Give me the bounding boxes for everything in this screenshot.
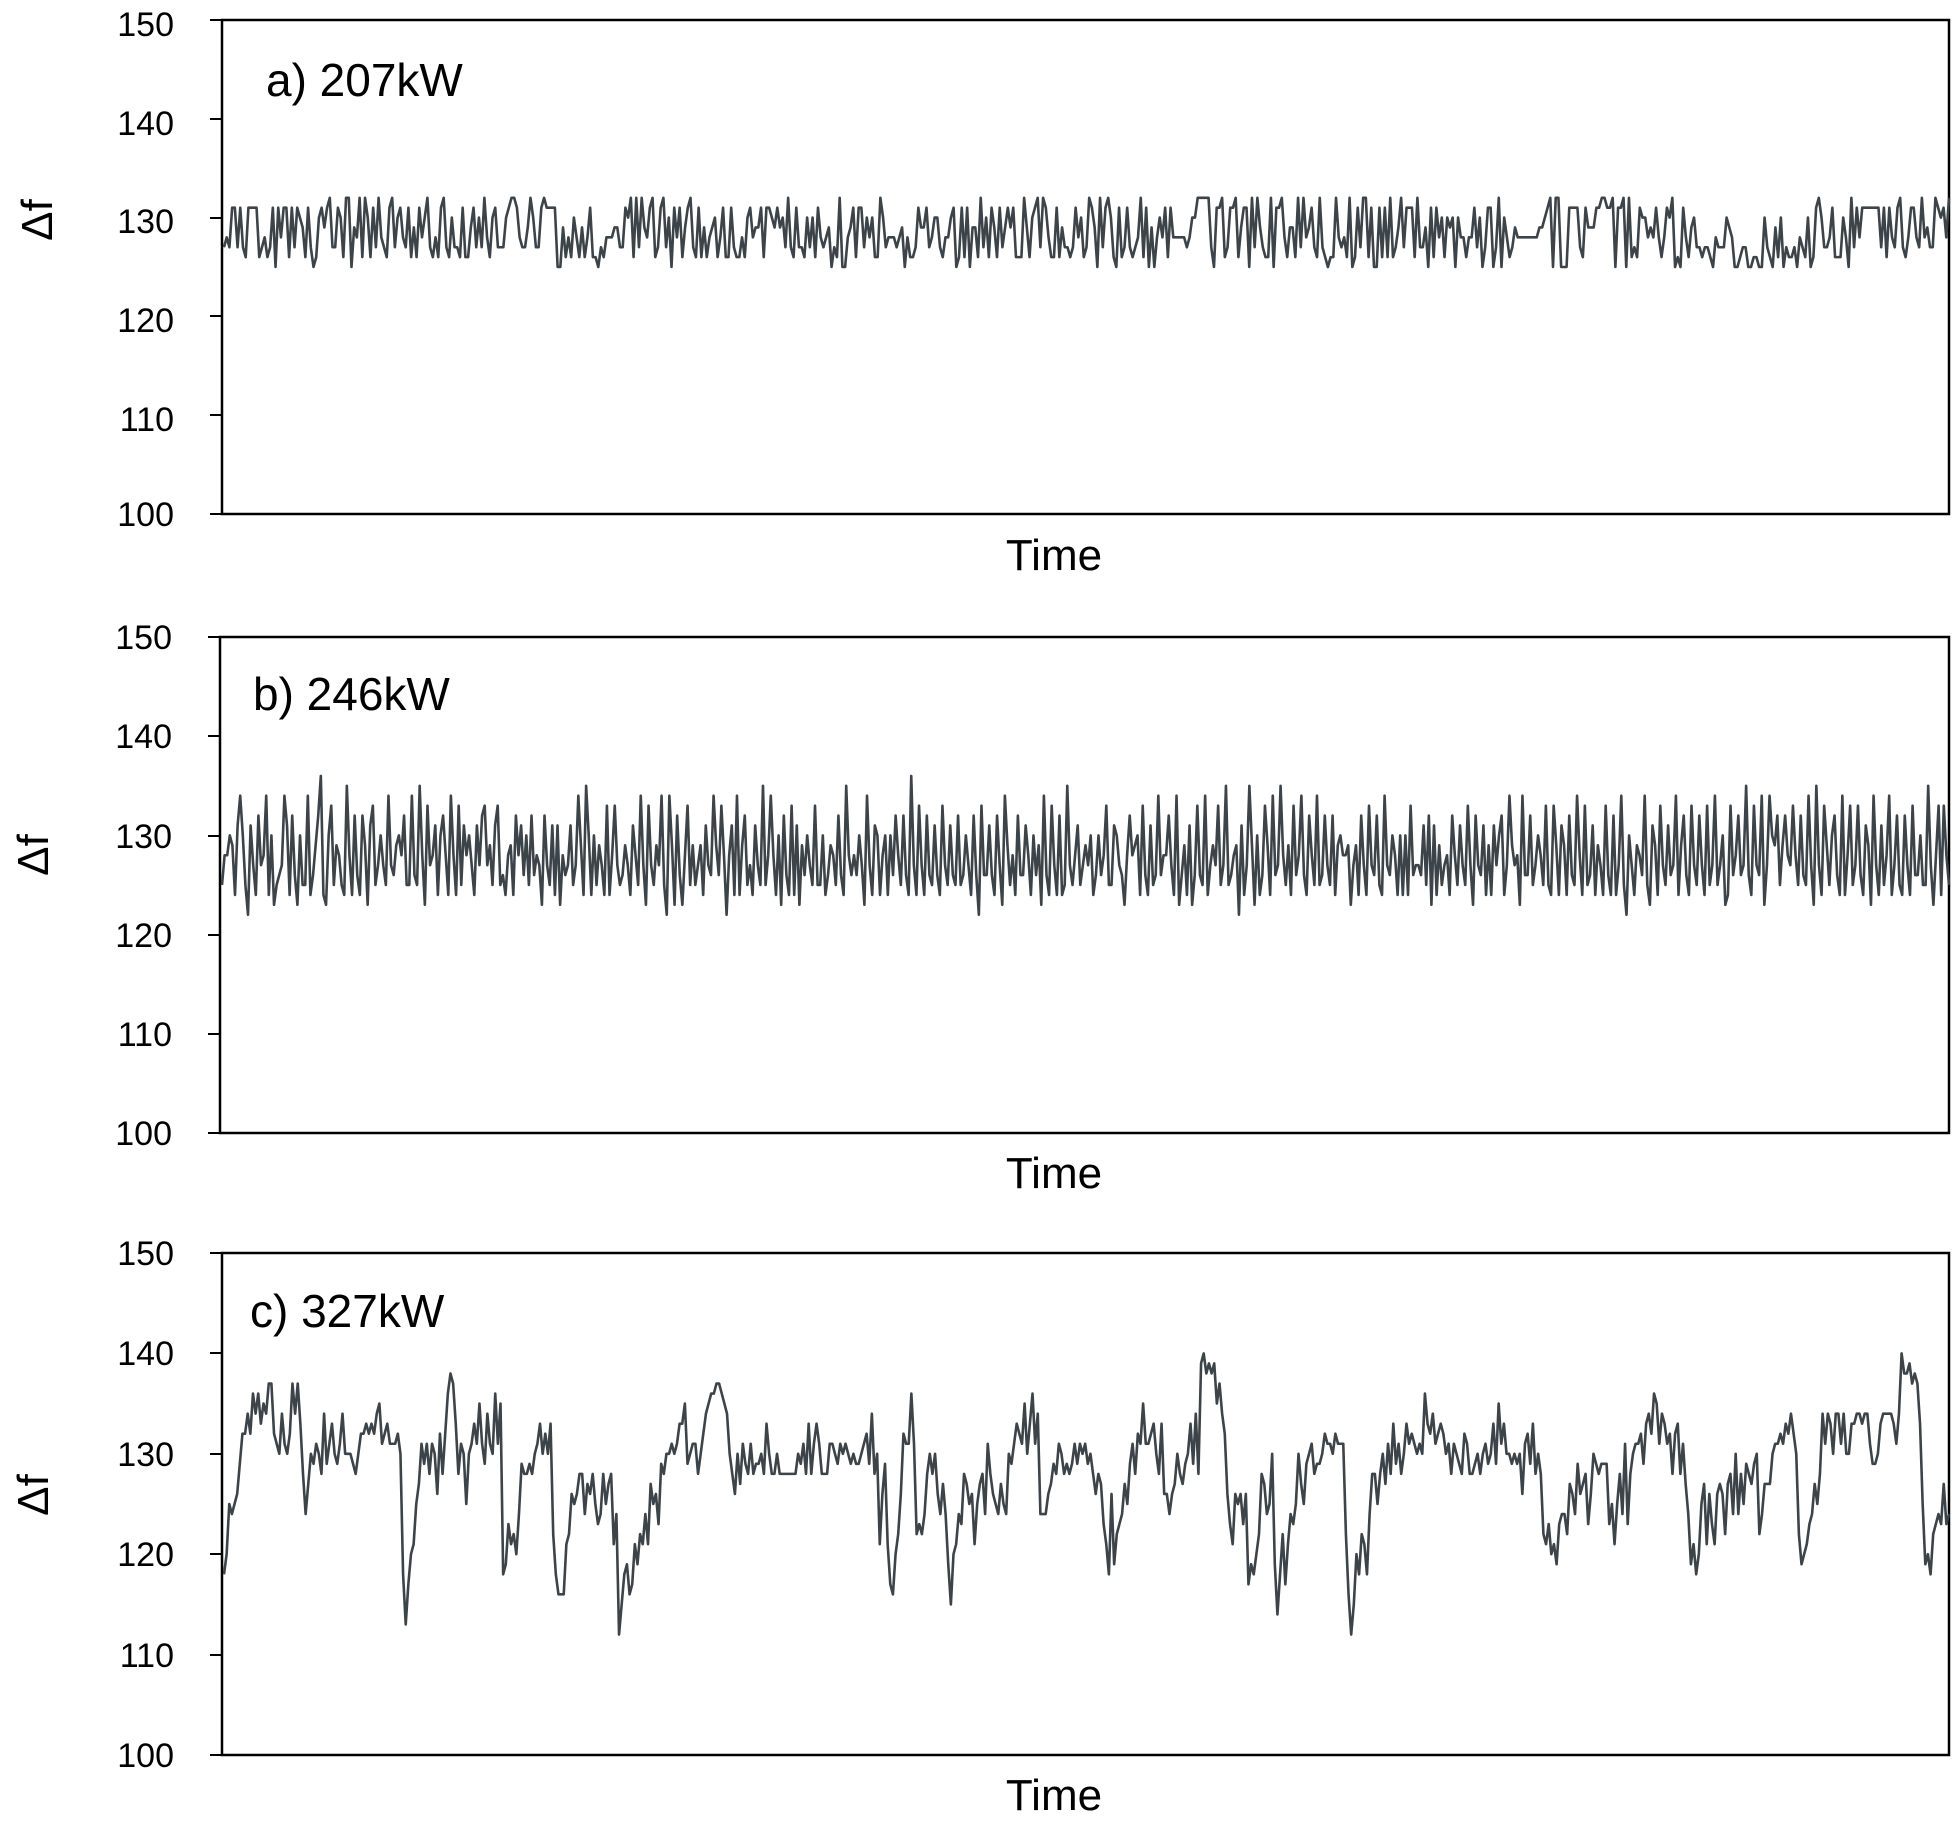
plot-area-frame-a bbox=[220, 18, 1951, 516]
y-axis-title-a: Δf bbox=[13, 198, 62, 240]
y-tick-label-c-130: 130 bbox=[117, 1436, 174, 1474]
panel-label-a: a) 207kW bbox=[266, 54, 463, 106]
y-tick-label-c-120: 120 bbox=[117, 1536, 174, 1574]
y-tick-label-b-150: 150 bbox=[115, 619, 172, 657]
series-line-c bbox=[222, 1352, 1951, 1636]
chart-panel-c: 150 140 130 120 110 100 Δf Time c) 327kW bbox=[9, 1235, 1951, 1820]
y-tick-label-b-120: 120 bbox=[115, 917, 172, 955]
y-tick-label-a-110: 110 bbox=[120, 401, 174, 439]
series-line-a bbox=[222, 196, 1951, 269]
y-axis-title-b: Δf bbox=[9, 833, 58, 875]
y-tick-label-c-110: 110 bbox=[120, 1637, 174, 1675]
y-axis-title-c: Δf bbox=[9, 1473, 58, 1515]
y-tick-label-b-140: 140 bbox=[115, 718, 172, 756]
chart-panel-b: 150 140 130 120 110 100 Δf Time b) 246kW bbox=[9, 619, 1951, 1198]
y-tick-label-a-100: 100 bbox=[117, 496, 174, 534]
y-tick-label-c-140: 140 bbox=[117, 1335, 174, 1373]
y-tick-label-a-120: 120 bbox=[117, 302, 174, 340]
y-tick-label-c-100: 100 bbox=[117, 1737, 174, 1775]
series-line-b bbox=[220, 774, 1951, 917]
chart-panel-a: 150 140 130 120 110 100 Δf Time a) 207kW bbox=[13, 6, 1951, 580]
y-tick-label-a-140: 140 bbox=[117, 105, 174, 143]
y-tick-label-b-130: 130 bbox=[115, 818, 172, 856]
x-axis-title-b: Time bbox=[1006, 1149, 1102, 1198]
panel-label-c: c) 327kW bbox=[250, 1285, 445, 1337]
y-tick-label-b-100: 100 bbox=[115, 1115, 172, 1153]
plot-area-frame-c bbox=[220, 1251, 1951, 1757]
y-tick-label-a-150: 150 bbox=[117, 6, 174, 44]
y-tick-label-a-130: 130 bbox=[117, 203, 174, 241]
y-tick-label-c-150: 150 bbox=[117, 1235, 174, 1273]
x-axis-title-c: Time bbox=[1006, 1771, 1102, 1820]
y-tick-label-b-110: 110 bbox=[118, 1016, 172, 1054]
x-axis-title-a: Time bbox=[1006, 531, 1102, 580]
panel-label-b: b) 246kW bbox=[253, 668, 450, 720]
